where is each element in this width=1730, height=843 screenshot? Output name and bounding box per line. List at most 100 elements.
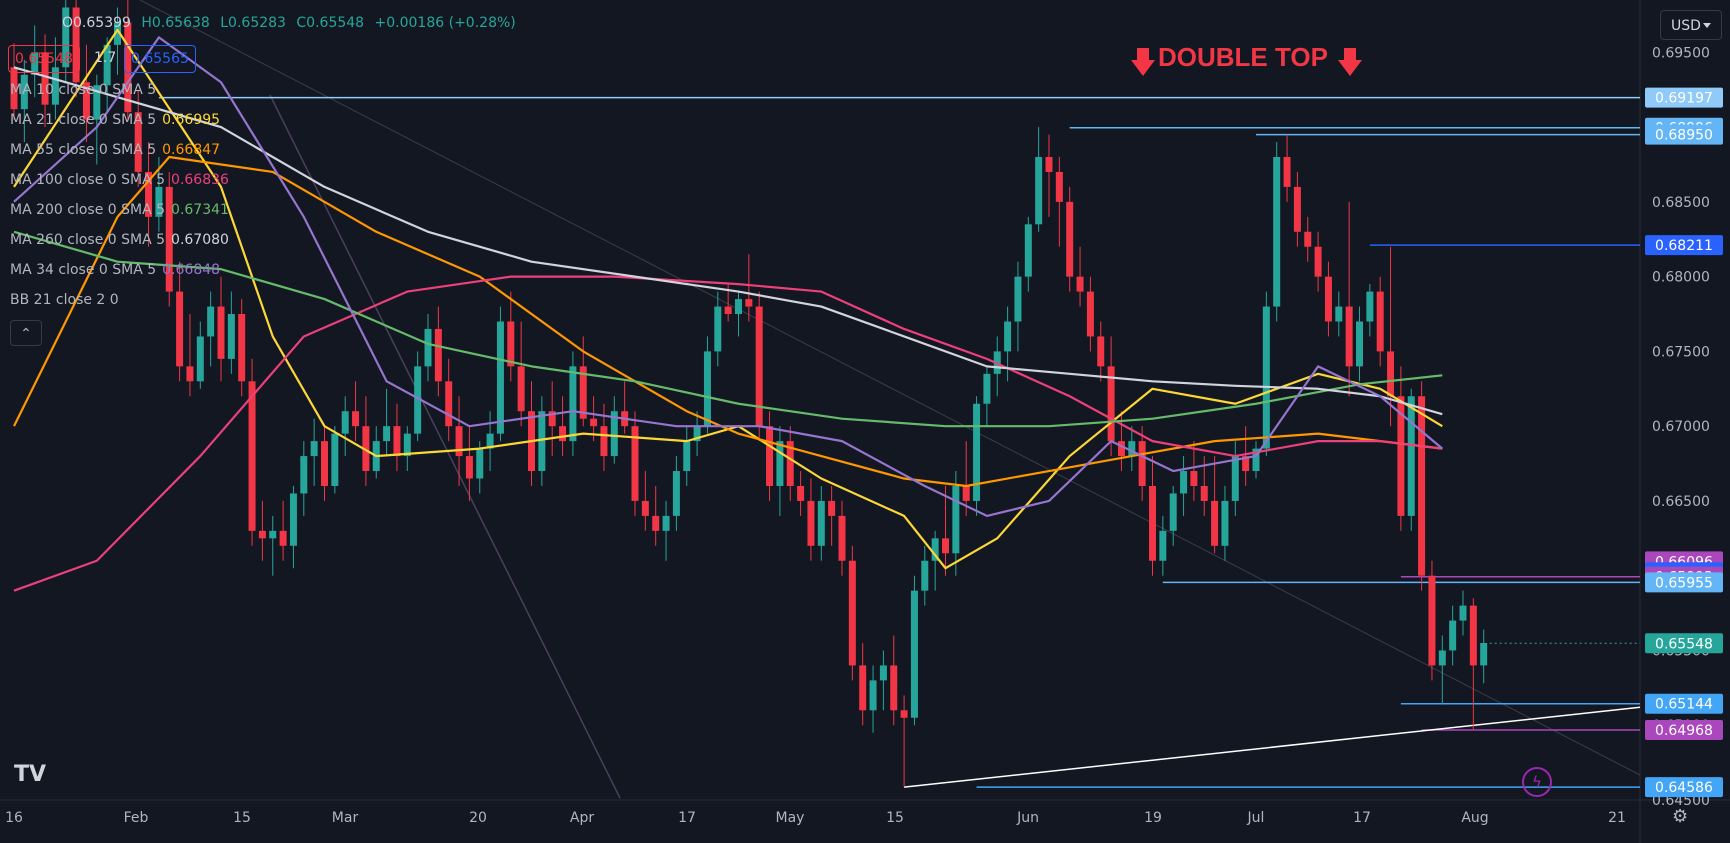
level-price-label: 0.64968 [1655, 723, 1713, 739]
level-price-label: 0.69197 [1655, 91, 1713, 107]
candle-body [217, 306, 225, 359]
indicator-row[interactable]: MA 55 close 0 SMA 5 0.66847 [10, 142, 220, 158]
candle-body [289, 493, 297, 546]
candle-body [890, 665, 898, 711]
spread-value: 1.7 [94, 50, 117, 66]
collapse-legend-button[interactable]: ⌃ [10, 320, 42, 346]
candle-body [714, 306, 722, 352]
candle-body [72, 7, 80, 83]
candle-body [124, 22, 132, 113]
candle-body [1293, 186, 1301, 232]
time-tick-label: 17 [1353, 810, 1371, 826]
time-tick-label: May [776, 810, 805, 826]
indicator-value: 0.67341 [171, 202, 229, 218]
time-tick-label: 15 [886, 810, 904, 826]
candle-body [1117, 441, 1125, 457]
currency-button[interactable]: USD [1660, 10, 1722, 40]
candle-body [465, 456, 473, 479]
candle-body [1387, 351, 1395, 397]
candle-body [10, 67, 18, 110]
time-tick-label: Apr [570, 810, 594, 826]
candle-body [1356, 321, 1363, 367]
candle-body [1211, 500, 1219, 546]
candle-body [735, 299, 742, 315]
candle-body [1035, 157, 1043, 225]
candle-body [362, 426, 370, 472]
candle-body [1076, 276, 1084, 292]
candle-body [269, 530, 277, 539]
candle-body [352, 411, 360, 427]
candle-body [1097, 336, 1105, 367]
candle-body [745, 299, 753, 307]
candle-body [383, 426, 391, 442]
candle-body [631, 426, 639, 501]
candle-body [817, 500, 825, 546]
candle-body [1045, 157, 1053, 172]
indicator-value: 0.66848 [162, 262, 221, 278]
candle-body [1138, 441, 1146, 486]
ma-line [13, 275, 1443, 592]
candle-body [300, 456, 308, 494]
candle-body [1180, 471, 1188, 494]
ma-line [13, 36, 1444, 517]
indicator-row[interactable]: MA 21 close 0 SMA 5 0.66995 [10, 112, 220, 128]
level-price-badge [1645, 720, 1723, 741]
candle-body [931, 538, 939, 561]
candle-body [1014, 276, 1022, 322]
indicator-row[interactable]: MA 260 close 0 SMA 5 0.67080 [10, 232, 229, 248]
lightning-icon[interactable]: ϟ [1522, 767, 1552, 797]
trendline-steep [269, 94, 621, 799]
level-price-badge [1645, 777, 1723, 798]
candle-body [1335, 306, 1343, 322]
candle-body [31, 52, 39, 75]
level-price-badge [1645, 124, 1723, 145]
candle-body [455, 426, 463, 457]
candle-body [82, 82, 90, 120]
candle-body [786, 441, 794, 486]
candle-body [559, 426, 567, 442]
candle-body [155, 186, 163, 217]
candle-body [476, 448, 484, 479]
indicator-row[interactable]: MA 10 close 0 SMA 5 [10, 82, 156, 98]
last-price-label: 0.65548 [1655, 636, 1713, 652]
candle-body [1262, 306, 1270, 449]
ma-line [13, 28, 1443, 570]
level-price-badge [1645, 87, 1723, 108]
indicator-label: MA 21 close 0 SMA 5 [10, 112, 157, 128]
candle-body [652, 515, 660, 531]
candle-body [445, 381, 453, 427]
level-price-label: 0.68211 [1655, 238, 1713, 254]
candle-body [1407, 396, 1415, 516]
ohlc-readout: O0.65399 H0.65638 L0.65283 C0.65548 +0.0… [62, 15, 522, 31]
candle-body [1004, 321, 1012, 352]
candle-body [321, 441, 328, 486]
ohlc-close: C0.65548 [296, 15, 365, 31]
indicator-row[interactable]: MA 100 close 0 SMA 5 0.66836 [10, 172, 229, 188]
candle-body [1345, 306, 1353, 367]
indicator-row[interactable]: BB 21 close 2 0 [10, 292, 119, 308]
candle-body [341, 411, 349, 434]
candle-body [103, 44, 111, 86]
candle-body [703, 351, 711, 427]
sell-price-box[interactable]: 0.65548 [8, 45, 80, 73]
candle-body [496, 321, 504, 434]
time-tick-label: 17 [678, 810, 696, 826]
candle-body [227, 314, 235, 359]
buy-price-box[interactable]: 0.65565 [124, 45, 196, 73]
candle-body [196, 336, 204, 382]
candle-body [1159, 530, 1167, 561]
indicator-row[interactable]: MA 34 close 0 SMA 5 0.66848 [10, 262, 220, 278]
settings-icon[interactable]: ⚙ [1672, 806, 1689, 827]
candle-body [331, 433, 339, 486]
indicator-row[interactable]: MA 200 close 0 SMA 5 0.67341 [10, 202, 229, 218]
candle-body [176, 291, 184, 367]
candle-body [1480, 642, 1488, 666]
candle-body [1304, 231, 1312, 247]
candle-body [766, 426, 774, 486]
candle-body [1107, 366, 1115, 442]
indicator-label: MA 200 close 0 SMA 5 [10, 202, 166, 218]
price-tick-label: 0.68500 [1652, 195, 1710, 211]
candle-body [258, 530, 266, 539]
candle-body [1231, 456, 1239, 501]
